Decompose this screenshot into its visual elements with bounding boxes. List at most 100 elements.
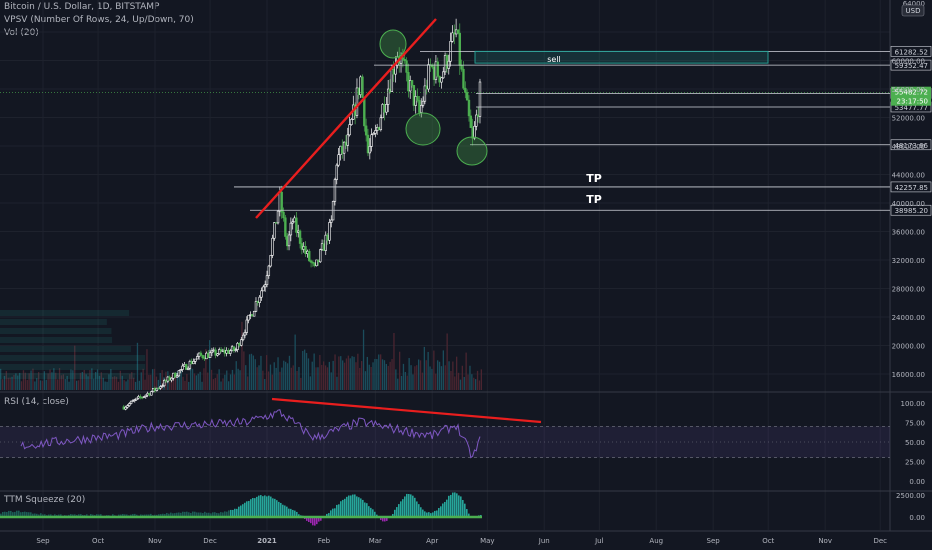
volume-bar xyxy=(224,374,226,390)
ttm-bar xyxy=(20,512,22,517)
candle-body xyxy=(199,352,203,356)
ttm-bar xyxy=(14,511,16,517)
ttm-bar xyxy=(366,503,368,517)
candle-body xyxy=(394,65,397,75)
candle-body xyxy=(175,375,179,378)
volume-bar xyxy=(343,362,346,390)
candle-body xyxy=(418,100,421,113)
candle-body xyxy=(159,386,162,389)
candle-body xyxy=(265,275,269,286)
volume-bar xyxy=(214,377,216,390)
candle-body xyxy=(432,66,436,80)
candle-body xyxy=(401,57,405,60)
volume-bar xyxy=(104,381,106,390)
ttm-bar xyxy=(212,512,214,517)
ttm-bar xyxy=(450,494,452,517)
candle-body xyxy=(476,114,480,117)
price-levels: 61282.5259352.4755387.1753477.7748173.66… xyxy=(0,46,932,216)
volume-bar xyxy=(475,379,477,390)
time-tick-label: Aug xyxy=(649,537,663,545)
ttm-bar xyxy=(172,513,174,517)
volume-bar xyxy=(1,379,4,390)
candle-body xyxy=(267,265,271,276)
volume-bar xyxy=(237,368,239,390)
candle-body xyxy=(238,343,241,346)
volume-bar xyxy=(153,368,156,390)
price-tick-label: 40000.00 xyxy=(892,200,925,208)
ttm-bar xyxy=(418,504,420,517)
ttm-bar xyxy=(208,512,210,517)
ttm-bar xyxy=(220,512,222,517)
ttm-bar xyxy=(340,501,342,517)
price-level-label: 48173.66 xyxy=(895,142,929,150)
candle-body xyxy=(183,364,186,367)
time-tick-label: Sep xyxy=(707,537,721,545)
ttm-bar xyxy=(402,499,404,517)
ttm-bar xyxy=(150,513,152,517)
time-tick-label: Jul xyxy=(594,537,604,545)
candle-body xyxy=(284,217,287,237)
sell-label: sell xyxy=(547,55,561,64)
candle-body xyxy=(377,127,381,131)
ttm-bar xyxy=(468,513,470,517)
vpsv-row xyxy=(0,373,136,379)
ttm-bar xyxy=(6,512,8,517)
ttm-bar xyxy=(264,495,266,517)
trendline xyxy=(255,18,437,219)
ttm-bar xyxy=(342,499,344,517)
time-tick-label: Jun xyxy=(538,537,550,545)
candle-body xyxy=(346,134,349,146)
price-level-tag xyxy=(890,139,932,151)
ttm-bar xyxy=(226,511,228,517)
ttm-bar xyxy=(350,495,352,517)
candle-body xyxy=(247,314,250,321)
candle-body xyxy=(306,250,309,254)
volume-bar xyxy=(195,375,197,390)
candle-body xyxy=(326,234,329,241)
ttm-bar xyxy=(280,502,282,517)
price-tick-label: 56000.00 xyxy=(892,86,925,94)
grid xyxy=(0,0,932,532)
volume-bar xyxy=(102,377,104,390)
time-tick-label: Sep xyxy=(36,537,50,545)
volume-bar xyxy=(182,376,184,390)
candle-body xyxy=(372,133,375,135)
volume-bar xyxy=(229,374,232,390)
ttm-bar xyxy=(192,511,194,517)
volume-bar xyxy=(419,360,422,390)
volume-bar xyxy=(431,368,433,390)
ttm-bar xyxy=(466,509,468,517)
candle-body xyxy=(223,349,226,354)
volume-bar xyxy=(22,370,25,390)
candle-body xyxy=(342,141,346,154)
volume-bar xyxy=(264,379,266,390)
ttm-bar xyxy=(50,514,52,517)
candles xyxy=(122,18,482,411)
vpsv-row xyxy=(0,319,107,325)
sell-zone xyxy=(474,50,769,64)
ttm-bar xyxy=(408,494,410,517)
ttm-bar xyxy=(422,509,424,517)
ttm-bar xyxy=(70,514,72,517)
candle-body xyxy=(197,352,201,357)
ttm-bar xyxy=(184,511,186,517)
annotations: sell TP TP xyxy=(255,18,769,219)
time-tick-label: Oct xyxy=(92,537,104,545)
candle-body xyxy=(392,68,395,75)
ttm-bar xyxy=(370,507,372,517)
volume-bar xyxy=(412,374,414,390)
volume-bar xyxy=(345,358,348,390)
volume-bar xyxy=(36,378,38,390)
ttm-bar xyxy=(132,514,134,517)
ttm-bar xyxy=(236,508,238,517)
candle-body xyxy=(260,290,263,298)
ttm-bar xyxy=(80,514,82,517)
candle-body xyxy=(313,262,316,267)
volume-bar xyxy=(448,361,450,390)
ttm-bar xyxy=(252,497,254,517)
ttm-bar xyxy=(334,508,336,517)
volume-bar xyxy=(133,377,135,390)
price-tick-label: 44000.00 xyxy=(892,172,925,180)
ttm-bar xyxy=(356,496,358,517)
